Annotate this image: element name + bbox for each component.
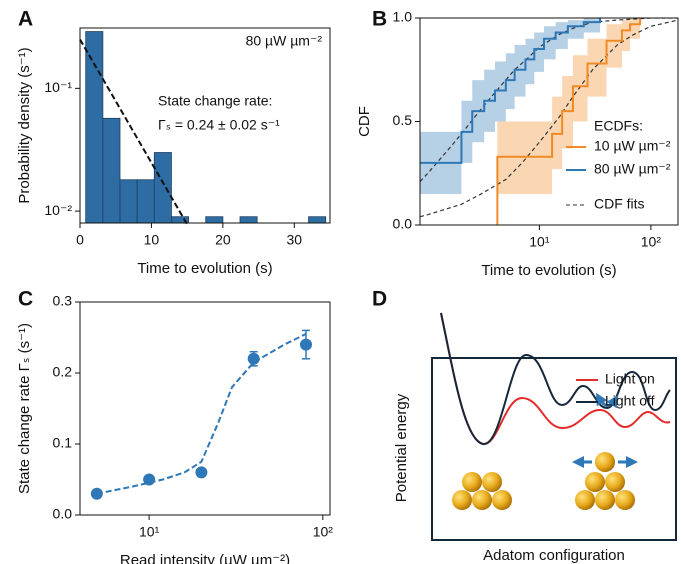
- x-tick-label: 10¹: [529, 234, 550, 250]
- y-axis-label: State change rate Γₛ (s⁻¹): [16, 323, 33, 494]
- panel-label: A: [18, 8, 33, 31]
- y-tick-label: 0.1: [53, 435, 73, 451]
- x-tick-label: 10²: [313, 524, 334, 540]
- point: [247, 352, 260, 365]
- fit-line: [420, 18, 678, 182]
- x-tick-label: 10¹: [139, 524, 160, 540]
- axes-frame: [79, 301, 331, 516]
- panel-d: D Potential energy Adatom configuration …: [372, 288, 677, 564]
- y-axis-label: Probability density (s⁻¹): [16, 47, 33, 203]
- annotation: 80 µW µm⁻²: [246, 33, 323, 49]
- legend-label: Light off: [605, 393, 655, 409]
- x-tick-label: 20: [215, 232, 231, 248]
- legend-label: Light on: [605, 371, 655, 387]
- y-tick-label: 10⁻¹: [44, 79, 72, 95]
- legend-label: 80 µW µm⁻²: [594, 161, 671, 177]
- y-tick-label: 0.2: [53, 364, 73, 380]
- legend-label: CDF fits: [594, 196, 645, 212]
- bar: [119, 179, 138, 223]
- y-tick-label: 0.3: [53, 293, 73, 309]
- point: [195, 466, 208, 479]
- point: [90, 487, 103, 500]
- confidence-band: [420, 18, 601, 194]
- x-axis-label: Time to evolution (s): [481, 262, 616, 279]
- ecdf-line: [496, 18, 642, 225]
- x-tick-label: 10: [144, 232, 160, 248]
- x-tick-label: 0: [76, 232, 84, 248]
- bar: [205, 216, 224, 223]
- atom-cluster: [452, 472, 512, 510]
- bar: [171, 216, 189, 223]
- x-tick-label: 10²: [641, 234, 662, 250]
- fit-line: [96, 333, 307, 495]
- x-axis-label: Read intensity (µW µm⁻²): [120, 552, 290, 564]
- light-off-curve: [440, 312, 671, 445]
- diagram-frame: [431, 357, 677, 541]
- bar: [239, 216, 258, 223]
- y-axis-label: Potential energy: [393, 393, 410, 502]
- confidence-band: [497, 18, 641, 225]
- bar: [136, 179, 155, 223]
- x-axis-label: Time to evolution (s): [137, 260, 272, 277]
- bar: [85, 31, 104, 223]
- axes-frame: [419, 17, 679, 226]
- point: [143, 473, 156, 486]
- y-tick-label: 0.0: [53, 506, 73, 522]
- y-tick-label: 0.5: [393, 112, 413, 128]
- panel-label: D: [372, 288, 387, 311]
- panel-label: B: [372, 8, 387, 31]
- bar: [102, 117, 121, 223]
- y-tick-label: 0.0: [393, 216, 413, 232]
- bar: [308, 216, 327, 223]
- point: [299, 338, 312, 351]
- y-axis-label: CDF: [356, 106, 373, 137]
- panel-label: C: [18, 288, 33, 311]
- x-tick-label: 30: [286, 232, 302, 248]
- ecdf-line: [420, 18, 602, 164]
- annotation: State change rate:: [158, 93, 272, 109]
- legend-label: 10 µW µm⁻²: [594, 138, 671, 154]
- axes-frame: [79, 27, 331, 224]
- y-tick-label: 10⁻²: [44, 202, 72, 218]
- annotation: Γₛ = 0.24 ± 0.02 s⁻¹: [158, 117, 280, 133]
- atom-cluster: [575, 452, 635, 510]
- arrow: [596, 392, 619, 409]
- bar: [153, 152, 172, 223]
- x-axis-label: Adatom configuration: [483, 547, 625, 564]
- y-tick-label: 1.0: [393, 9, 413, 25]
- legend-title: ECDFs:: [594, 118, 643, 134]
